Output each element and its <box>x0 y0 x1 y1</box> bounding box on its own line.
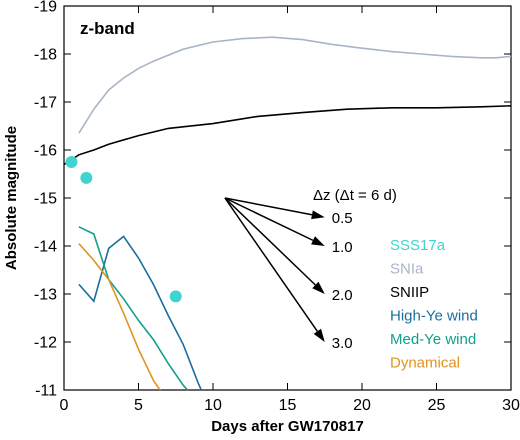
series-line-med-ye-wind <box>78 226 189 390</box>
delta-z-arrow-shaft <box>224 197 314 242</box>
delta-z-arrow-label: 1.0 <box>332 239 353 256</box>
delta-z-arrow-head <box>312 281 325 294</box>
delta-z-arrow-label: 3.0 <box>332 335 353 352</box>
legend-entry-snia: SNIa <box>390 261 424 278</box>
y-tick-label: -13 <box>34 287 57 304</box>
y-axis-title: Absolute magnitude <box>3 126 20 270</box>
legend-entry-dynamical: Dynamical <box>390 355 460 372</box>
y-tick-label: -16 <box>34 143 57 160</box>
delta-z-arrow-shaft <box>224 197 316 286</box>
sss17a-data-point <box>80 171 93 184</box>
x-tick-label: 0 <box>60 397 69 414</box>
x-tick-label: 20 <box>353 397 371 414</box>
series-line-dynamical <box>78 243 161 390</box>
y-tick-label: -19 <box>34 0 57 16</box>
y-tick-label: -12 <box>34 335 57 352</box>
x-tick-label: 30 <box>502 397 520 414</box>
y-tick-label: -11 <box>35 383 57 400</box>
delta-z-arrow-head <box>311 210 325 220</box>
delta-z-arrow-head <box>311 236 325 246</box>
legend-entry-high-ye-wind: High-Ye wind <box>390 308 478 325</box>
delta-z-arrow-head <box>313 328 325 342</box>
y-tick-label: -17 <box>34 95 57 112</box>
legend-entry-sniip: SNIIP <box>390 284 429 301</box>
delta-z-arrow-label: 2.0 <box>332 287 353 304</box>
x-tick-label: 5 <box>134 397 143 414</box>
x-tick-label: 15 <box>279 397 297 414</box>
series-line-snia <box>78 36 511 134</box>
delta-z-title: Δz (Δt = 6 d) <box>313 187 397 204</box>
x-axis-title: Days after GW170817 <box>211 418 364 435</box>
y-tick-label: -14 <box>34 239 57 256</box>
series-line-high-ye-wind <box>78 235 203 390</box>
y-tick-label: -15 <box>34 191 57 208</box>
axis-ticks: 0 5 10 15 20 25 30 -19 -18 -17 -16 -15 -14 -13 -12 -11 <box>34 0 520 414</box>
series-line-sniip <box>64 105 511 166</box>
delta-z-arrow-label: 0.5 <box>332 210 353 227</box>
delta-z-arrow-shaft <box>224 197 318 332</box>
legend: SSS17a SNIa SNIIP High-Ye wind Med-Ye wind Dy… <box>390 237 478 372</box>
legend-entry-sss17a: SSS17a <box>390 237 446 254</box>
panel-label: z-band <box>80 19 135 38</box>
delta-z-arrow-shaft <box>224 197 313 216</box>
x-tick-label: 25 <box>428 397 446 414</box>
legend-entry-med-ye-wind: Med-Ye wind <box>390 331 476 348</box>
sss17a-data-point <box>65 156 78 168</box>
y-tick-label: -18 <box>34 47 57 64</box>
series-layer <box>64 36 511 390</box>
x-tick-label: 10 <box>204 397 222 414</box>
annotation-layer: 0.5 1.0 2.0 3.0 Δz (Δt = 6 d) <box>224 187 397 352</box>
sss17a-data-point <box>169 290 182 303</box>
